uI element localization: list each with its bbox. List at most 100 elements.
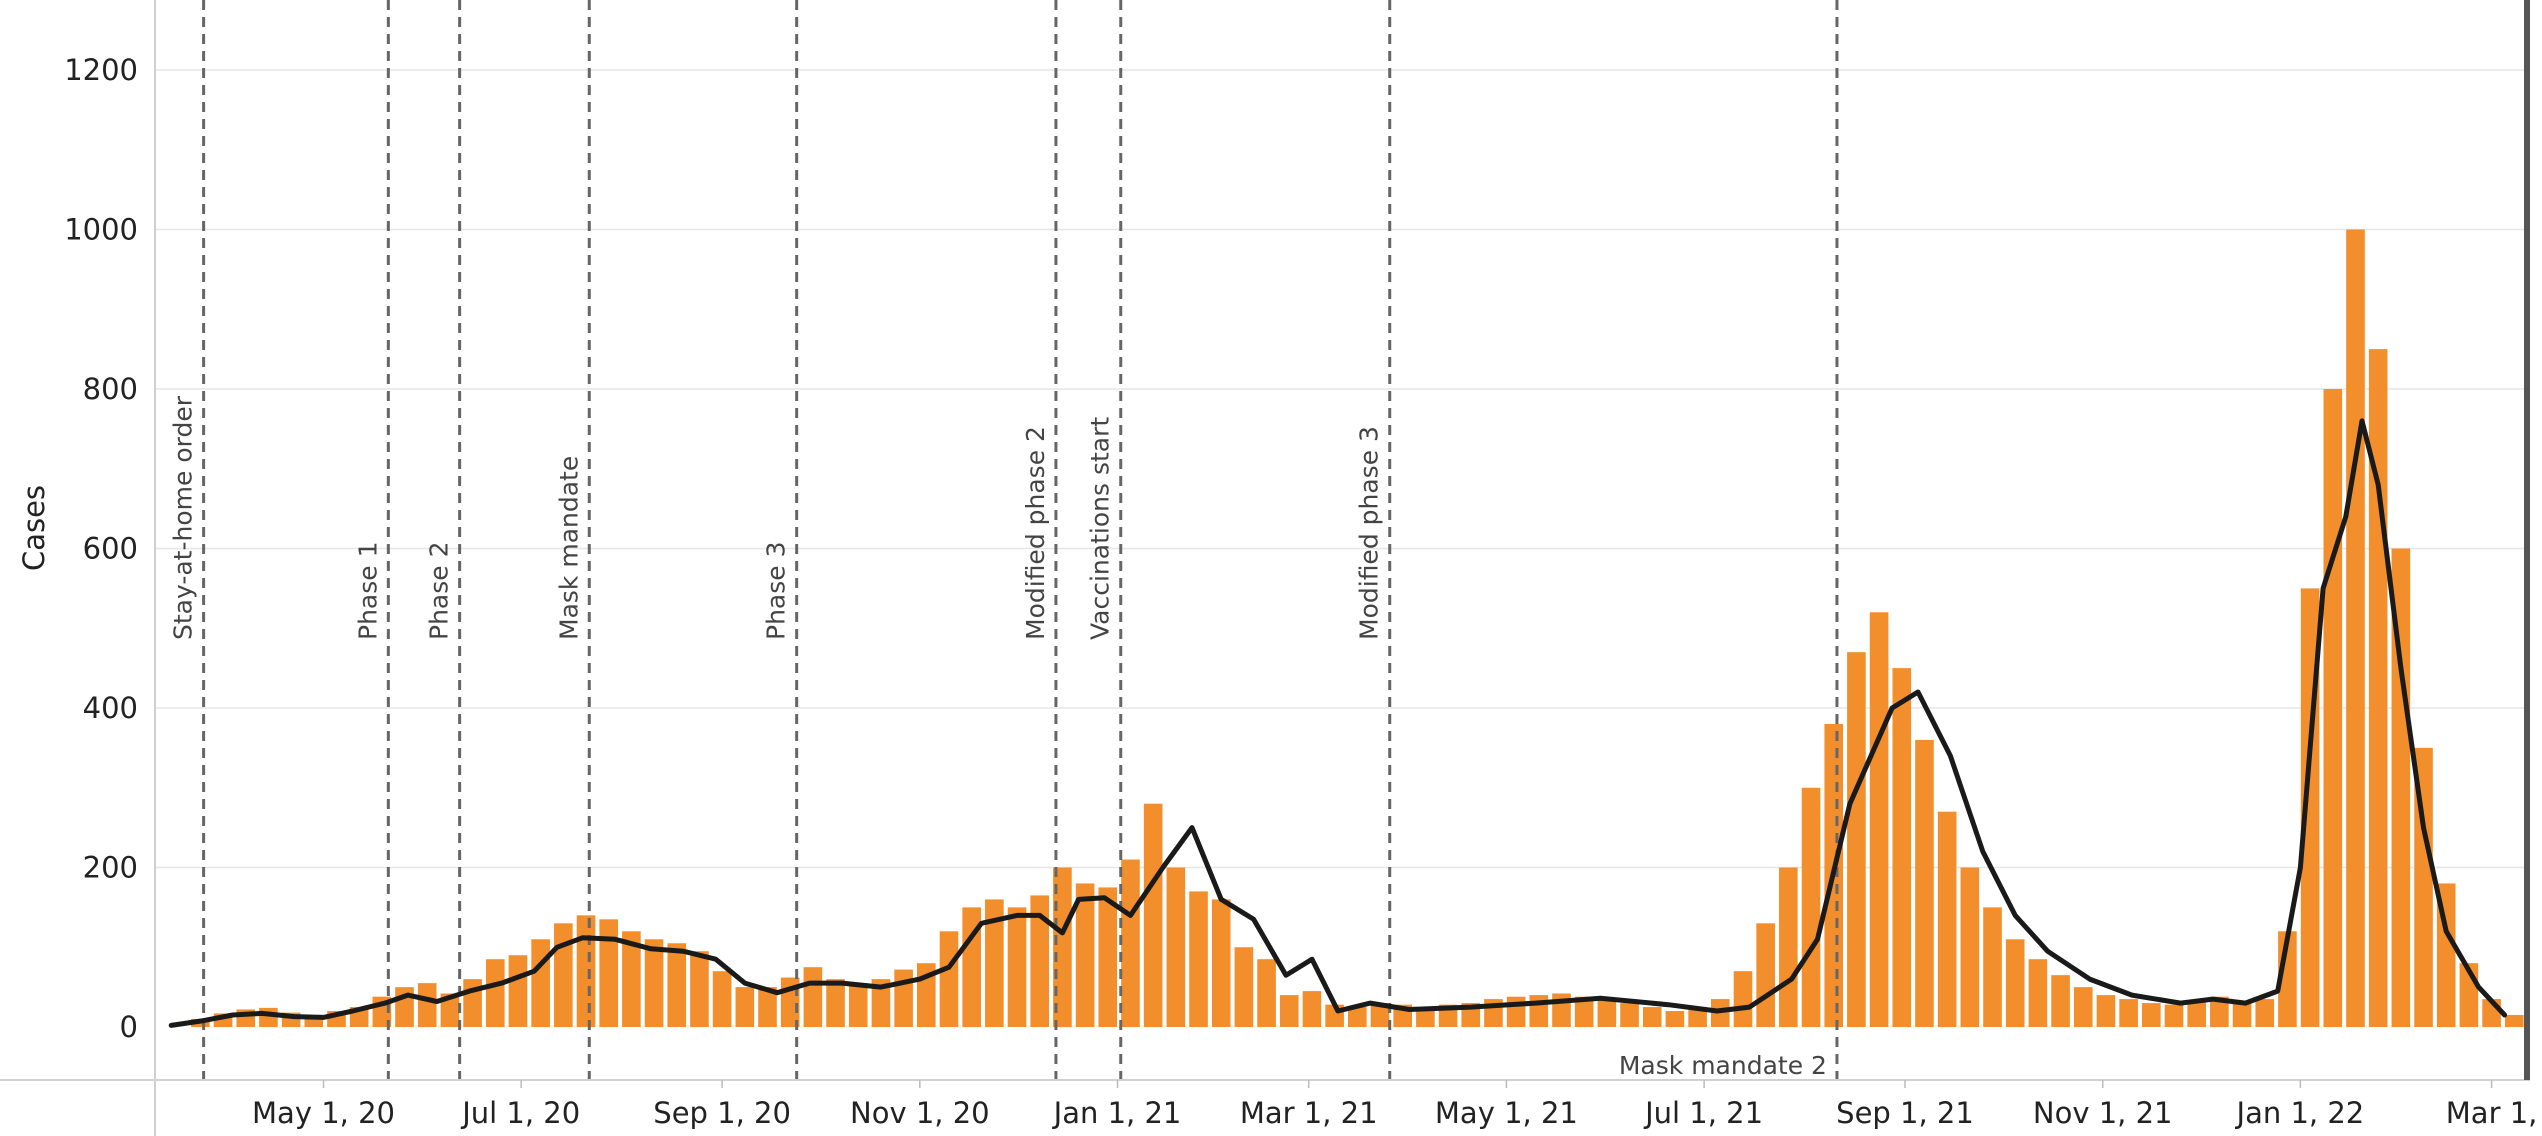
y-tick-label: 200: [83, 851, 138, 885]
case-bar: [2164, 1004, 2184, 1027]
x-tick-label: Mar 1,: [2446, 1096, 2538, 1130]
case-bar: [1053, 867, 1072, 1027]
case-bar: [667, 943, 687, 1027]
x-tick-label: Jan 1, 21: [1052, 1096, 1182, 1130]
case-bar: [531, 939, 550, 1027]
case-bar: [2255, 999, 2275, 1027]
case-bar: [1688, 1007, 1707, 1027]
case-bar: [1620, 1003, 1639, 1027]
case-bar: [1915, 739, 1934, 1027]
case-bar: [2073, 987, 2093, 1027]
y-tick-label: 1000: [64, 213, 138, 247]
case-bar: [1574, 996, 1594, 1027]
case-bar: [259, 1007, 278, 1027]
x-tick-label: Sep 1, 20: [653, 1096, 791, 1130]
event-markers: Stay-at-home order Phase 1 Phase 2 Mask man…: [169, 0, 1839, 1080]
case-bar: [962, 907, 981, 1027]
case-bar: [417, 983, 437, 1027]
case-bar: [1506, 996, 1526, 1027]
case-bar: [2096, 995, 2116, 1027]
event-label: Vaccinations start: [1086, 417, 1115, 640]
case-bar: [1189, 891, 1208, 1027]
case-bar: [848, 983, 868, 1027]
event-label: Phase 2: [425, 542, 454, 641]
y-tick-label: 600: [83, 532, 138, 566]
case-bar: [2210, 996, 2229, 1027]
case-bar: [1279, 995, 1299, 1027]
case-bar: [1257, 959, 1276, 1027]
y-tick-label: 0: [120, 1010, 138, 1044]
case-bar: [758, 987, 777, 1027]
event-label: Phase 3: [762, 542, 791, 641]
event-label: Mask mandate: [554, 456, 583, 640]
case-bar: [1302, 991, 1322, 1027]
case-bar: [894, 969, 913, 1027]
case-bar: [1983, 907, 2002, 1027]
event-label: Stay-at-home order: [169, 395, 198, 640]
case-bar: [1143, 803, 1163, 1027]
case-bar: [2414, 747, 2433, 1027]
case-bar: [985, 899, 1004, 1027]
case-bar: [304, 1017, 324, 1027]
y-tick-label: 400: [83, 691, 138, 725]
case-bar: [2119, 999, 2138, 1027]
case-bar: [1370, 1003, 1390, 1027]
case-bar: [622, 931, 641, 1027]
case-bar: [2323, 389, 2343, 1027]
case-bar: [1733, 971, 1753, 1027]
case-bar: [1892, 668, 1912, 1027]
x-tick-label: Jul 1, 20: [460, 1096, 580, 1130]
y-axis-title: Cases: [17, 485, 51, 571]
case-bar: [1211, 899, 1231, 1027]
case-bar: [1121, 859, 1140, 1027]
case-bar: [554, 923, 573, 1027]
event-label: Mask mandate 2: [1619, 1051, 1827, 1080]
case-bar: [395, 987, 414, 1027]
case-bar: [2232, 1003, 2252, 1027]
case-bar: [1869, 612, 1889, 1027]
case-bar: [2005, 939, 2025, 1027]
case-bar: [1007, 907, 1027, 1027]
case-bar: [1166, 867, 1186, 1027]
case-bar: [1847, 652, 1866, 1027]
case-bar: [871, 979, 891, 1027]
case-bar: [1234, 947, 1254, 1027]
x-tick-label: Nov 1, 21: [2033, 1096, 2173, 1130]
moving-average-line: [168, 418, 2508, 1028]
case-bar: [2391, 548, 2411, 1027]
y-axis-ticks: 0 200 400 600 800 1000 1200: [64, 53, 138, 1044]
x-tick-label: May 1, 21: [1435, 1096, 1578, 1130]
case-bar: [1642, 1007, 1662, 1027]
case-bar: [1030, 895, 1050, 1027]
case-bar: [644, 939, 664, 1027]
x-tick-label: Sep 1, 21: [1836, 1096, 1974, 1130]
case-bar: [1075, 883, 1095, 1027]
case-bar: [2142, 1003, 2161, 1027]
case-bar: [826, 979, 845, 1027]
x-tick-label: Jul 1, 21: [1643, 1096, 1763, 1130]
case-bar: [2187, 1001, 2206, 1027]
x-axis-ticks: May 1, 20 Jul 1, 20 Sep 1, 20 Nov 1, 20 Jan …: [252, 1080, 2537, 1130]
case-bar: [939, 931, 959, 1027]
case-bar: [1597, 999, 1617, 1027]
x-tick-label: Mar 1, 21: [1240, 1096, 1378, 1130]
y-tick-label: 800: [83, 372, 138, 406]
case-bar: [2051, 975, 2070, 1027]
case-bar: [1779, 867, 1798, 1027]
case-bar: [508, 955, 528, 1027]
case-bar: [1665, 1011, 1685, 1027]
case-bar: [485, 959, 505, 1027]
case-bar: [2028, 959, 2048, 1027]
case-bar: [2346, 229, 2365, 1027]
case-bar: [1098, 887, 1118, 1027]
case-bar: [1416, 1007, 1435, 1027]
case-bar: [1801, 787, 1821, 1027]
case-bar: [735, 987, 755, 1027]
y-tick-label: 1200: [64, 53, 138, 87]
case-bar: [1756, 923, 1775, 1027]
case-bar: [440, 993, 460, 1027]
gridlines: [155, 69, 2524, 869]
case-bar: [1937, 811, 1957, 1027]
